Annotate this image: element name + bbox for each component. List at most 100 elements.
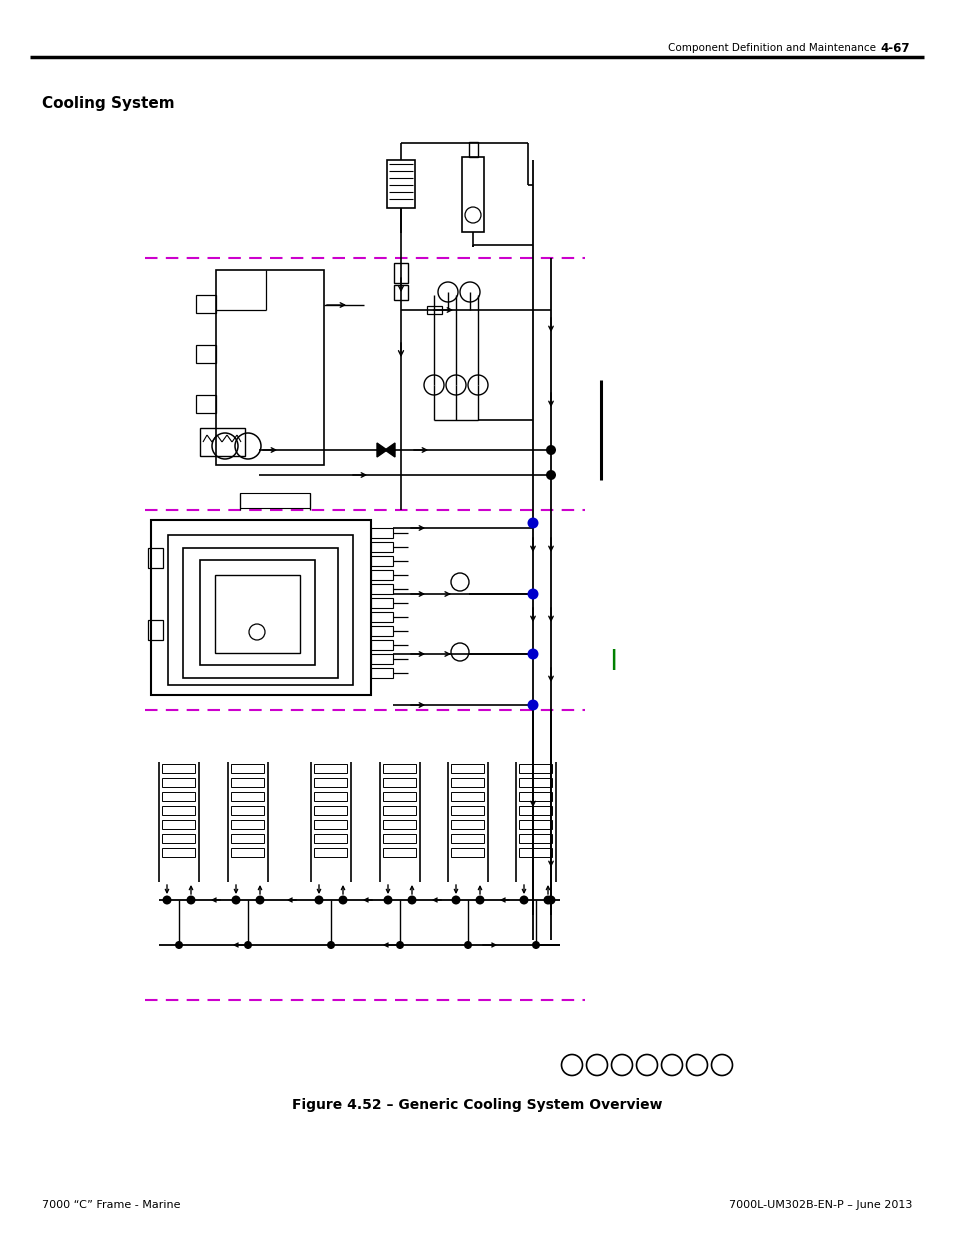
Circle shape [475, 895, 484, 904]
Polygon shape [376, 443, 387, 457]
Circle shape [527, 699, 537, 710]
Circle shape [527, 517, 537, 529]
Bar [314, 806, 347, 815]
Bar [451, 834, 483, 844]
Bar [231, 848, 264, 857]
Bar [451, 792, 483, 802]
Bar [195, 295, 215, 312]
Bar [200, 559, 314, 664]
Bar [162, 834, 194, 844]
Bar [231, 820, 264, 829]
Bar [518, 792, 552, 802]
Circle shape [545, 445, 556, 454]
Circle shape [314, 895, 323, 904]
Bar [451, 820, 483, 829]
Circle shape [186, 895, 195, 904]
Bar [382, 806, 416, 815]
Circle shape [162, 895, 172, 904]
Circle shape [543, 895, 552, 904]
Bar [451, 806, 483, 815]
Text: Figure 4.52 – Generic Cooling System Overview: Figure 4.52 – Generic Cooling System Ove… [292, 1098, 661, 1112]
Circle shape [338, 895, 347, 904]
Bar [371, 598, 393, 608]
Bar [371, 613, 393, 622]
Text: 7000L-UM302B-EN-P – June 2013: 7000L-UM302B-EN-P – June 2013 [728, 1200, 911, 1210]
Bar [148, 548, 163, 568]
Circle shape [451, 895, 460, 904]
Bar [148, 620, 163, 640]
Bar [451, 764, 483, 773]
Circle shape [407, 895, 416, 904]
Bar [382, 778, 416, 787]
Bar [195, 395, 215, 412]
Text: 4-67: 4-67 [879, 42, 908, 54]
Bar [231, 806, 264, 815]
Bar [214, 576, 299, 653]
Bar [382, 764, 416, 773]
Bar [231, 834, 264, 844]
Bar [394, 263, 408, 283]
Bar [200, 429, 245, 456]
Circle shape [232, 895, 240, 904]
Bar [314, 820, 347, 829]
Bar [168, 535, 353, 685]
Bar [518, 806, 552, 815]
Bar [162, 848, 194, 857]
Bar [162, 792, 194, 802]
Bar [231, 792, 264, 802]
Bar [215, 270, 324, 466]
Bar [371, 556, 393, 566]
Bar [387, 161, 415, 207]
Text: Cooling System: Cooling System [42, 95, 174, 110]
Bar [371, 571, 393, 580]
Circle shape [527, 589, 537, 599]
Polygon shape [385, 443, 395, 457]
Bar [518, 848, 552, 857]
Circle shape [174, 941, 183, 948]
Circle shape [532, 941, 539, 948]
Bar [371, 668, 393, 678]
Bar [162, 764, 194, 773]
Bar [371, 584, 393, 594]
Bar [469, 142, 477, 157]
Bar [151, 520, 371, 695]
Bar [382, 848, 416, 857]
Bar [371, 655, 393, 664]
Bar [451, 848, 483, 857]
Bar [518, 778, 552, 787]
Bar [162, 820, 194, 829]
Bar [382, 792, 416, 802]
Circle shape [255, 895, 264, 904]
Circle shape [545, 471, 556, 480]
Bar [183, 548, 337, 678]
Bar [518, 764, 552, 773]
Bar [394, 285, 408, 300]
Bar [382, 820, 416, 829]
Bar [231, 778, 264, 787]
Circle shape [546, 895, 555, 904]
Bar [314, 848, 347, 857]
Bar [371, 640, 393, 650]
Bar [461, 157, 483, 232]
Bar [240, 493, 310, 508]
Bar [162, 778, 194, 787]
Circle shape [244, 941, 252, 948]
Bar [314, 834, 347, 844]
Bar [195, 345, 215, 363]
Bar [371, 529, 393, 538]
Text: |: | [608, 650, 617, 671]
Bar [162, 806, 194, 815]
Bar [451, 778, 483, 787]
Bar [314, 778, 347, 787]
Bar [314, 792, 347, 802]
Circle shape [395, 941, 403, 948]
Circle shape [383, 895, 392, 904]
Circle shape [327, 941, 335, 948]
Bar [314, 764, 347, 773]
Text: 7000 “C” Frame - Marine: 7000 “C” Frame - Marine [42, 1200, 180, 1210]
Bar [518, 834, 552, 844]
Circle shape [519, 895, 528, 904]
Bar [382, 834, 416, 844]
Bar [371, 542, 393, 552]
Text: Component Definition and Maintenance: Component Definition and Maintenance [667, 43, 875, 53]
